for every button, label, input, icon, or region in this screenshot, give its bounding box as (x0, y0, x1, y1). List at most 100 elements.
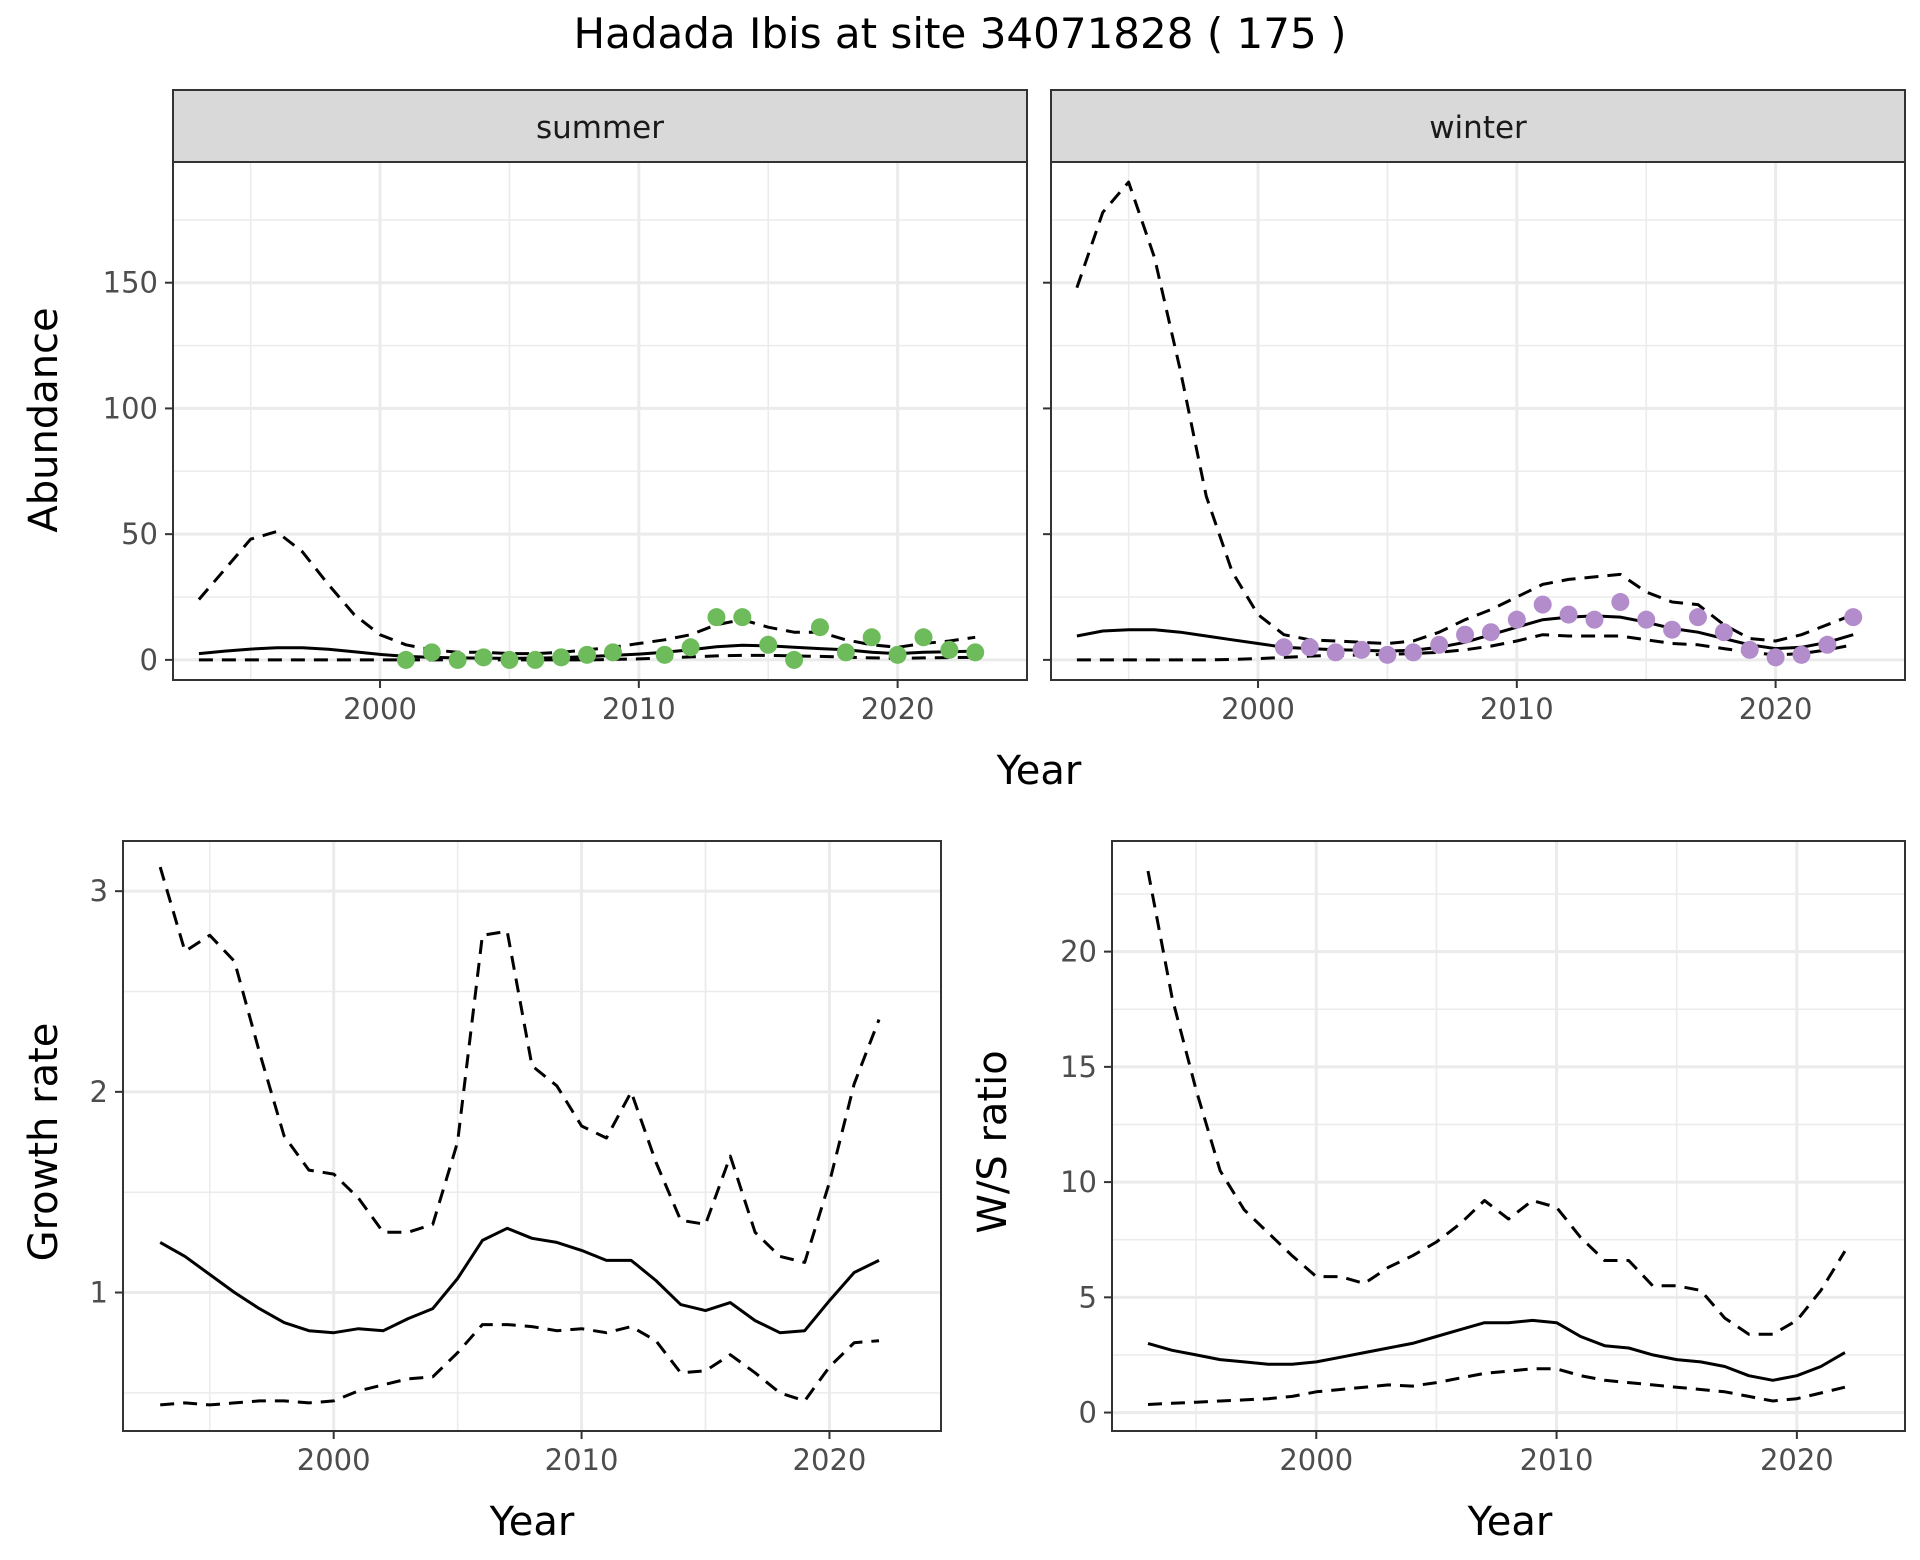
observation-point (396, 650, 415, 669)
observation-point (1326, 643, 1345, 662)
observation-point (1352, 640, 1371, 659)
x-tick-label: 2010 (1480, 692, 1554, 726)
x-tick-label: 2020 (1760, 1443, 1834, 1477)
observation-point (1740, 640, 1759, 659)
observation-point (422, 643, 441, 662)
y-tick-label: 150 (103, 266, 158, 300)
y-tick-label: 0 (1079, 1396, 1097, 1430)
panel-border (122, 840, 942, 1432)
y-tick-label: 5 (1079, 1280, 1097, 1314)
y-tick-label: 3 (90, 874, 108, 908)
x-tick-label: 2000 (297, 1443, 371, 1477)
panel-background (1051, 162, 1905, 680)
observation-point (655, 645, 674, 664)
observation-point (1611, 593, 1630, 612)
summer-abundance-panel: 2000 2010 2020 0 50 100 150 (103, 161, 1028, 726)
observation-point (888, 645, 907, 664)
observation-point (1456, 625, 1475, 644)
y-tick-label: 100 (103, 391, 158, 425)
observation-point (1663, 620, 1682, 639)
median-line (1147, 1318, 1846, 1382)
observation-point (1792, 645, 1811, 664)
observation-point (1688, 608, 1707, 627)
x-tick-label: 2000 (1279, 1443, 1353, 1477)
observation-point (1533, 595, 1552, 614)
strip-winter (1050, 89, 1906, 163)
observation-point (810, 618, 829, 637)
y-tick-label: 15 (1060, 1050, 1097, 1084)
ws-ratio-axis-title: W/S ratio (970, 1050, 1016, 1233)
ci-line (1147, 1367, 1846, 1406)
observation-point (1585, 610, 1604, 629)
observation-point (681, 638, 700, 657)
observation-point (603, 643, 622, 662)
observation-point (1481, 623, 1500, 642)
observation-point (474, 648, 493, 667)
abundance-axis-title: Abundance (21, 307, 67, 532)
observation-point (1507, 610, 1526, 629)
ci-line (1076, 633, 1854, 662)
panel-background (123, 841, 941, 1431)
observation-point (862, 628, 881, 647)
y-tick-label: 10 (1060, 1165, 1097, 1199)
growth-x-axis-title: Year (489, 1499, 575, 1545)
top-x-axis-title: Year (996, 748, 1082, 794)
observation-point (526, 650, 545, 669)
observation-point (500, 650, 519, 669)
x-tick-label: 2000 (343, 692, 417, 726)
strip-summer (172, 89, 1028, 163)
x-tick-label: 2020 (1739, 692, 1813, 726)
observation-point (707, 608, 726, 627)
x-tick-label: 2000 (1221, 692, 1295, 726)
observation-point (1766, 648, 1785, 667)
y-tick-label: 0 (140, 643, 158, 677)
strip-winter-label: winter (1429, 110, 1527, 146)
observation-point (940, 640, 959, 659)
observation-point (785, 650, 804, 669)
ci-line (1075, 180, 1854, 645)
observation-point (966, 643, 985, 662)
chart-title: Hadada Ibis at site 34071828 ( 175 ) (574, 9, 1347, 58)
ws-ratio-panel: 2000 2010 2020 0 5 10 15 20 (1060, 840, 1906, 1477)
observation-point (578, 645, 597, 664)
panel-border (1111, 840, 1906, 1432)
observation-point (1274, 638, 1293, 657)
observation-point (1844, 608, 1863, 627)
x-tick-label: 2010 (1520, 1443, 1594, 1477)
median-line (159, 1226, 880, 1335)
strip-summer-label: summer (536, 110, 664, 146)
x-tick-label: 2020 (861, 692, 935, 726)
observation-point (733, 608, 752, 627)
panel-border (172, 161, 1028, 681)
observation-point (914, 628, 933, 647)
y-tick-label: 20 (1060, 935, 1097, 969)
y-tick-label: 1 (90, 1276, 108, 1310)
winter-abundance-panel: 2000 2010 2020 (1043, 161, 1906, 726)
panel-background (173, 162, 1027, 680)
observation-point (1818, 635, 1837, 654)
observation-point (1559, 605, 1578, 624)
observation-point (836, 643, 855, 662)
ci-line (160, 1323, 880, 1407)
observation-point (1430, 635, 1449, 654)
x-tick-label: 2010 (545, 1443, 619, 1477)
observation-point (1300, 638, 1319, 657)
growth-rate-axis-title: Growth rate (21, 1023, 67, 1262)
observation-point (1637, 610, 1656, 629)
ws-x-axis-title: Year (1467, 1499, 1553, 1545)
observation-point (1714, 623, 1733, 642)
y-tick-label: 2 (90, 1075, 108, 1109)
panel-border (1050, 161, 1906, 681)
observation-point (1404, 643, 1423, 662)
x-tick-label: 2020 (793, 1443, 867, 1477)
ci-line (1146, 870, 1847, 1336)
x-tick-label: 2010 (602, 692, 676, 726)
observation-point (552, 648, 571, 667)
observation-point (448, 650, 467, 669)
observation-point (1378, 645, 1397, 664)
y-tick-label: 50 (121, 517, 158, 551)
growth-rate-panel: 2000 2010 2020 1 2 3 (90, 840, 942, 1477)
observation-point (759, 635, 778, 654)
panel-background (1112, 841, 1905, 1431)
